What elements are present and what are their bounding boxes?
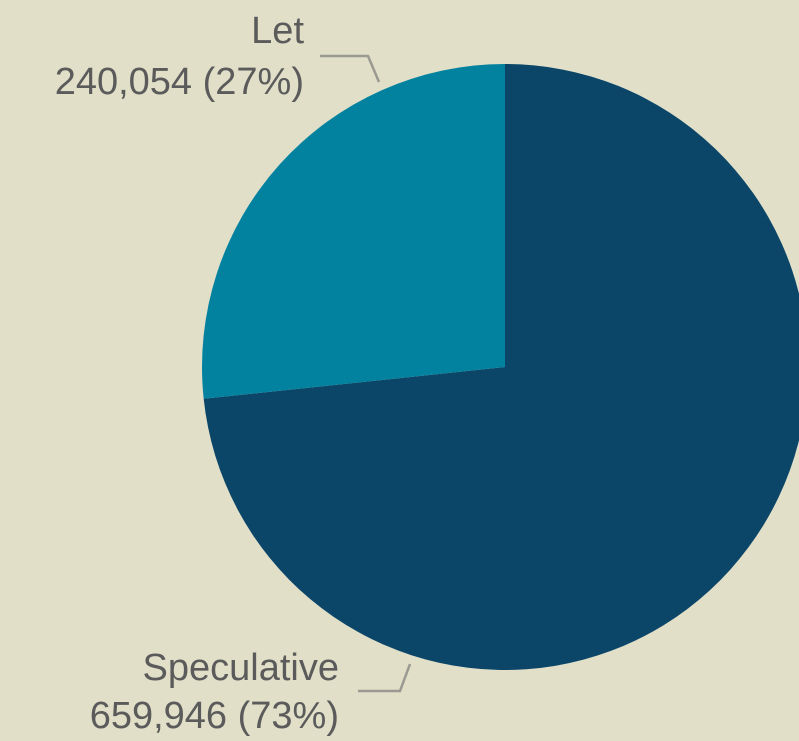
pie-slice-speculative [203, 64, 799, 670]
pie-slice-let [202, 64, 505, 399]
leader-line-let [320, 54, 381, 83]
leader-lines-layer [320, 54, 412, 693]
slice-label-let-name: Let [251, 10, 304, 52]
slices-layer [202, 64, 799, 670]
slice-label-speculative-value: 659,946 (73%) [90, 695, 339, 737]
labels-layer: Let 240,054 (27%) Speculative 659,946 (7… [55, 10, 339, 737]
slice-label-let-value: 240,054 (27%) [55, 61, 304, 103]
leader-line-speculative [358, 663, 412, 693]
slice-label-speculative-name: Speculative [143, 647, 339, 689]
